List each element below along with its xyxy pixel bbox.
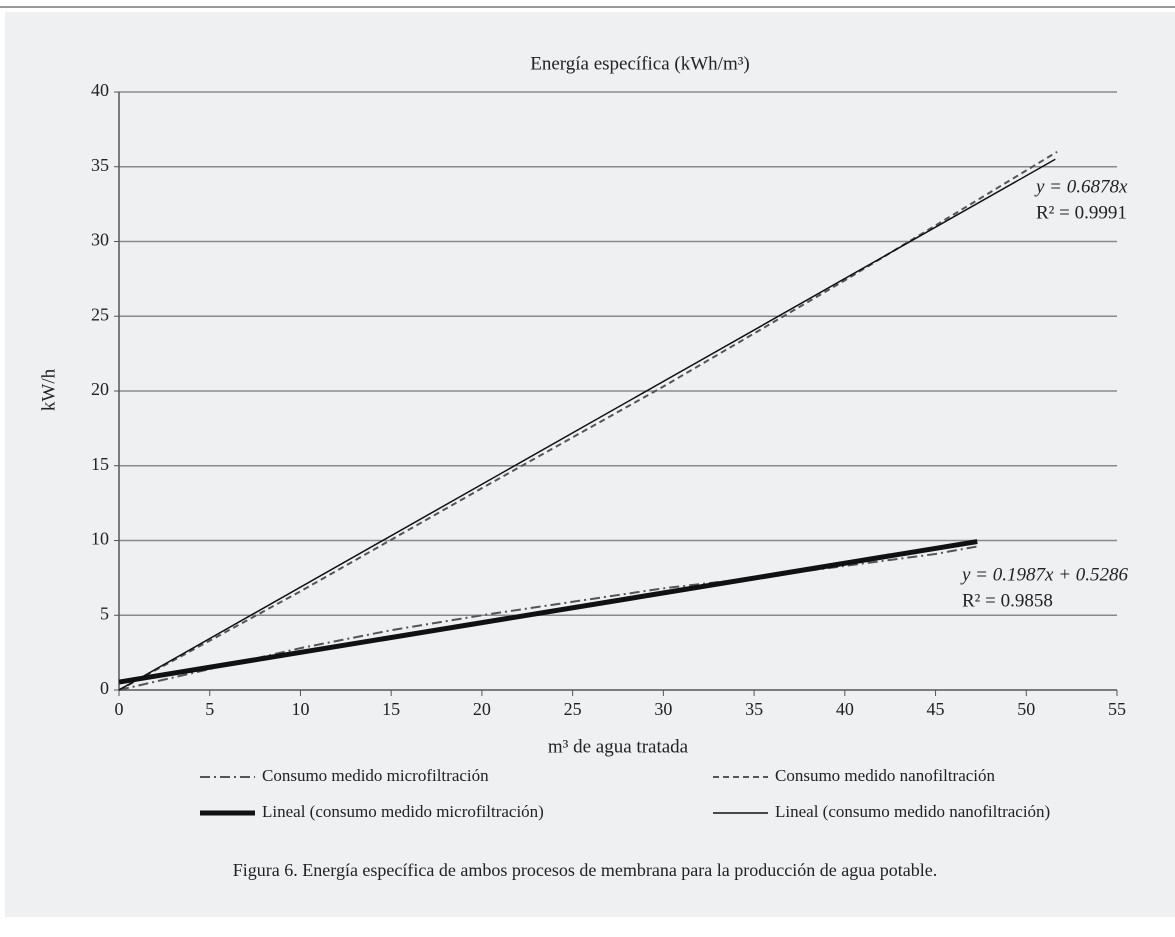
x-axis-label: m³ de agua tratada [548,736,689,757]
series-line [118,158,1056,691]
x-tick-label: 25 [564,699,582,719]
x-tick-label: 15 [382,699,400,719]
x-tick-label: 55 [1108,699,1126,719]
series-line [118,539,978,685]
x-tick-label: 0 [115,699,124,719]
y-tick-label: 25 [91,304,109,324]
legend-label: Consumo medido nanofiltración [775,766,996,785]
x-tick-label: 20 [473,699,491,719]
y-tick-label: 35 [91,155,109,175]
x-tick-label: 40 [836,699,854,719]
y-axis-label: kW/h [38,368,59,411]
y-tick-label: 10 [91,529,109,549]
legend-label: Lineal (consumo medido microfiltración) [262,802,544,821]
y-tick-label: 5 [100,603,109,623]
y-tick-label: 15 [91,454,109,474]
x-tick-label: 5 [205,699,214,719]
chart-title: Energía específica (kWh/m³) [530,53,750,74]
legend-label: Consumo medido microfiltración [262,766,489,785]
y-tick-label: 40 [91,80,109,100]
x-tick-label: 30 [654,699,672,719]
x-tick-label: 45 [927,699,945,719]
caption: Figura 6. Energía específica de ambos pr… [233,860,937,880]
y-tick-label: 20 [91,379,109,399]
x-tick-label: 10 [291,699,309,719]
annotation: y = 0.1987x + 0.5286 [960,564,1129,585]
annotation: R² = 0.9858 [962,590,1053,611]
y-tick-label: 0 [100,678,109,698]
legend-label: Lineal (consumo medido nanofiltración) [775,802,1050,821]
y-tick-label: 30 [91,230,109,250]
annotation: y = 0.6878x [1034,176,1128,197]
annotation: R² = 0.9991 [1036,202,1127,223]
x-tick-label: 35 [745,699,763,719]
x-tick-label: 50 [1017,699,1035,719]
panel [5,12,1175,917]
